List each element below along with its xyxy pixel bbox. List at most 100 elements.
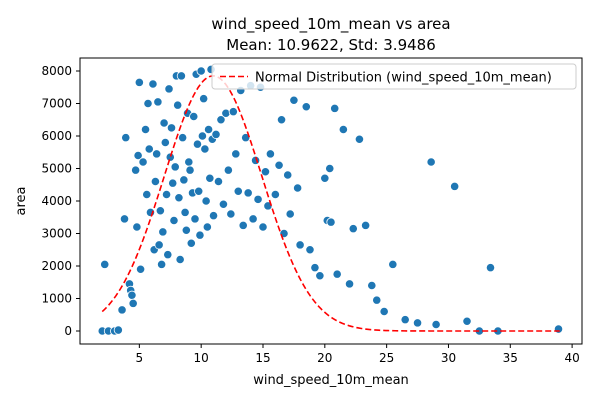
scatter-point: [283, 170, 293, 180]
scatter-point: [150, 176, 161, 187]
scatter-point: [228, 107, 238, 117]
scatter-point: [190, 214, 200, 224]
x-tick-label: 25: [379, 351, 394, 365]
scatter-point: [168, 178, 178, 188]
y-tick-label: 0: [64, 324, 72, 338]
scatter-point: [134, 77, 144, 87]
scatter-point: [553, 324, 564, 334]
legend: Normal Distribution (wind_speed_10m_mean…: [211, 63, 577, 90]
scatter-point: [348, 224, 358, 234]
scatter-point: [195, 230, 205, 240]
scatter-point: [185, 165, 195, 175]
scatter-point: [113, 325, 123, 335]
scatter-point: [131, 165, 141, 175]
scatter-point: [485, 263, 496, 273]
scatter-point: [152, 149, 162, 159]
scatter-point: [176, 71, 186, 81]
scatter-point: [119, 214, 130, 224]
scatter-point: [213, 176, 224, 187]
scatter-point: [144, 144, 154, 154]
scatter-point: [295, 240, 305, 250]
scatter-point: [293, 183, 303, 193]
scatter-point: [157, 259, 167, 269]
y-axis-label: area: [14, 187, 29, 216]
scatter-point: [173, 100, 183, 110]
scatter-point: [166, 123, 177, 133]
scatter-point: [426, 157, 436, 167]
scatter-point: [248, 214, 258, 224]
scatter-point: [180, 207, 190, 217]
y-tick-label: 3000: [41, 227, 72, 241]
scatter-point: [138, 157, 148, 167]
scatter-point: [140, 124, 151, 135]
scatter-point: [243, 188, 253, 198]
scatter-point: [192, 139, 203, 149]
scatter-point: [260, 167, 271, 177]
scatter-point: [197, 131, 208, 141]
scatter-point: [241, 133, 251, 143]
scatter-point: [133, 150, 143, 161]
scatter-point: [258, 222, 268, 232]
scatter-point: [203, 124, 214, 135]
scatter-point: [201, 196, 211, 206]
scatter-point: [354, 134, 365, 144]
scatter-point: [169, 215, 179, 226]
scatter-point: [132, 222, 142, 232]
scatter-point: [310, 263, 320, 273]
chart-title: wind_speed_10m_mean vs area: [211, 15, 450, 34]
legend-label: Normal Distribution (wind_speed_10m_mean…: [255, 71, 552, 86]
chart-subtitle: Mean: 10.9622, Std: 3.9486: [226, 36, 436, 54]
scatter-point: [158, 227, 168, 237]
scatter-point: [226, 209, 236, 219]
scatter-point: [164, 84, 174, 94]
scatter-point: [332, 269, 342, 279]
plot-area: [97, 64, 564, 336]
x-tick-label: 20: [317, 351, 332, 365]
scatter-point: [175, 254, 185, 265]
scatter-point: [199, 94, 209, 104]
scatter-point: [205, 173, 215, 183]
y-tick-label: 7000: [41, 97, 72, 111]
scatter-point: [189, 111, 199, 122]
scatter-point: [400, 315, 410, 325]
x-tick-label: 35: [503, 351, 518, 365]
scatter-point: [338, 124, 348, 135]
scatter-point: [253, 194, 263, 204]
scatter-point: [179, 175, 189, 185]
normal-distribution-line: [101, 75, 560, 332]
scatter-point: [450, 181, 460, 191]
scatter-point: [160, 137, 170, 148]
y-tick-label: 5000: [41, 162, 72, 176]
scatter-point: [305, 245, 315, 255]
scatter-point: [367, 280, 377, 291]
y-tick-label: 1000: [41, 292, 72, 306]
scatter-point: [216, 115, 226, 125]
scatter-point: [100, 259, 110, 269]
scatter-point: [153, 97, 163, 107]
scatter-point: [233, 186, 243, 196]
scatter-point: [178, 133, 188, 143]
scatter-point: [196, 66, 206, 76]
x-tick-label: 40: [564, 351, 579, 365]
scatter-point: [361, 220, 371, 230]
scatter-point: [200, 144, 210, 154]
scatter-point: [221, 108, 231, 118]
scatter-point: [372, 295, 382, 305]
x-tick-label: 5: [136, 351, 144, 365]
scatter-point: [326, 217, 336, 227]
scatter-point: [142, 189, 152, 200]
scatter-point: [388, 259, 398, 269]
y-tick-label: 6000: [41, 129, 72, 143]
scatter-point: [289, 95, 299, 105]
scatter-point: [412, 318, 423, 328]
scatter-point: [165, 152, 175, 162]
scatter-point: [154, 240, 164, 250]
scatter-point: [202, 222, 212, 232]
scatter-point: [330, 103, 340, 113]
scatter-point: [163, 250, 173, 260]
legend-box: [211, 63, 577, 90]
scatter-point: [344, 279, 355, 289]
scatter-point: [270, 189, 280, 200]
